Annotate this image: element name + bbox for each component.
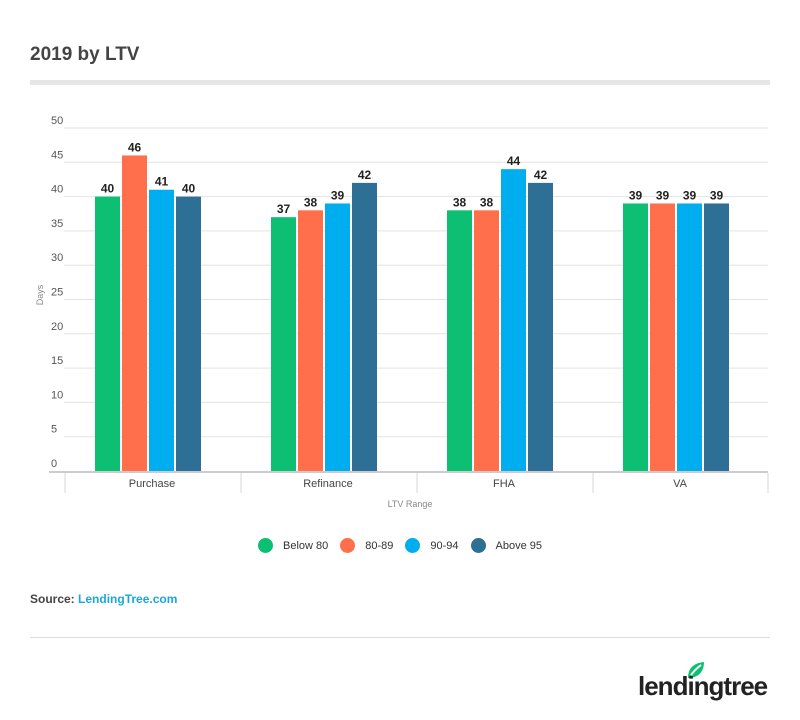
data-labels: 40 46 41 40 37 38 39 42 38 38 44 42 39 39 39 39 (101, 140, 724, 216)
y-tick-label: 30 (51, 252, 63, 264)
legend-label: Below 80 (282, 539, 329, 552)
data-label: 39 (710, 188, 724, 202)
y-tick-label: 35 (51, 218, 63, 230)
legend-swatch (340, 538, 356, 553)
data-label: 44 (507, 154, 521, 168)
legend-item: Below 80 (257, 538, 329, 553)
data-label: 39 (656, 188, 670, 202)
y-axis-ticks: 0 5 10 15 20 25 30 35 40 45 50 (51, 115, 63, 470)
bar (677, 203, 702, 471)
bar-chart: 0 5 10 15 20 25 30 35 40 45 50 Days 40 46 41 40 37 38 39… (35, 115, 769, 509)
bar (704, 203, 729, 471)
bar (325, 203, 350, 471)
bar (623, 203, 648, 471)
bar (176, 196, 201, 471)
x-tick-label: Purchase (129, 478, 175, 490)
legend-swatch (470, 538, 486, 553)
bar (650, 203, 675, 471)
bar (271, 217, 296, 471)
x-axis-label: LTV Range (388, 499, 433, 509)
data-label: 42 (358, 168, 372, 182)
data-label: 40 (101, 182, 115, 196)
data-label: 41 (155, 175, 169, 189)
bar (528, 182, 553, 471)
lendingtree-logo: lendingtree (638, 660, 770, 702)
bar (298, 210, 323, 471)
source-note: Source: LendingTree.com (30, 592, 177, 606)
data-label: 37 (277, 202, 291, 216)
data-label: 39 (331, 188, 345, 202)
y-tick-label: 15 (51, 355, 63, 367)
y-tick-label: 25 (51, 287, 63, 299)
bar (122, 155, 147, 471)
x-tick-label: Refinance (303, 478, 353, 490)
bar (95, 196, 120, 471)
bar (352, 182, 377, 471)
y-tick-label: 50 (51, 115, 63, 127)
bar (149, 189, 174, 471)
legend-item: 80-89 (340, 538, 393, 553)
bar (447, 210, 472, 471)
source-link[interactable]: LendingTree.com (78, 592, 178, 606)
legend-item: Above 95 (470, 538, 543, 553)
data-label: 38 (480, 195, 494, 209)
legend-label: 90-94 (430, 539, 459, 552)
x-axis: Purchase Refinance FHA VA (49, 471, 769, 493)
bar (501, 169, 526, 471)
data-label: 39 (629, 188, 643, 202)
logo-text: lendingtree (638, 671, 768, 701)
footer-divider (30, 637, 770, 638)
y-tick-label: 0 (51, 458, 57, 470)
bars (95, 155, 729, 471)
x-tick-label: VA (673, 478, 688, 490)
data-label: 39 (683, 188, 697, 202)
y-tick-label: 45 (51, 149, 63, 161)
leaf-icon (688, 662, 704, 678)
data-label: 38 (453, 195, 467, 209)
legend-label: Above 95 (495, 539, 543, 552)
x-tick-label: FHA (493, 478, 516, 490)
legend-label: 80-89 (365, 539, 394, 552)
y-tick-label: 20 (51, 321, 63, 333)
data-label: 46 (128, 140, 142, 154)
y-tick-label: 40 (51, 184, 63, 196)
data-label: 42 (534, 168, 548, 182)
source-label: Source: (30, 592, 75, 606)
legend-item: 90-94 (405, 538, 459, 553)
bar (474, 210, 499, 471)
title-divider (30, 80, 770, 85)
legend-swatch (405, 538, 421, 553)
y-axis-label: Days (35, 284, 45, 305)
legend-swatch (257, 538, 273, 553)
y-tick-label: 10 (51, 389, 63, 401)
chart-title: 2019 by LTV (30, 44, 140, 65)
y-tick-label: 5 (51, 424, 57, 436)
legend: Below 80 80-89 90-94 Above 95 (0, 538, 800, 553)
data-label: 38 (304, 195, 318, 209)
data-label: 40 (182, 182, 196, 196)
